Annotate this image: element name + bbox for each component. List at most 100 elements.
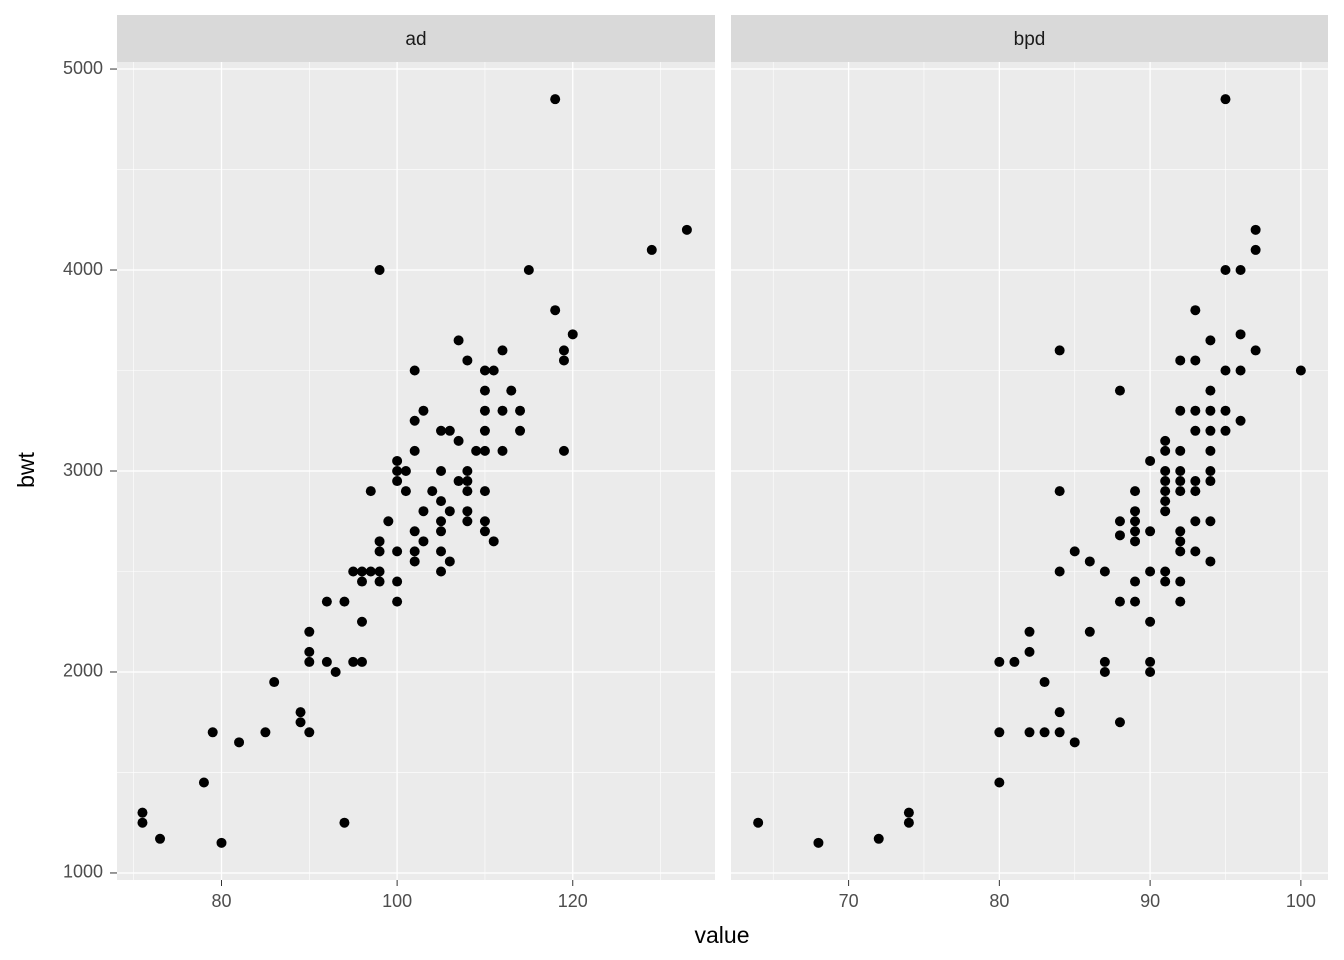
- y-tick-label: 5000: [63, 58, 103, 78]
- point: [392, 466, 403, 476]
- point: [1190, 355, 1201, 366]
- point: [1160, 566, 1171, 577]
- point: [646, 244, 657, 255]
- point: [1069, 546, 1080, 557]
- point: [462, 476, 473, 487]
- point: [1054, 707, 1065, 718]
- point: [269, 677, 280, 688]
- point: [409, 556, 420, 567]
- point: [155, 833, 166, 844]
- point: [392, 576, 403, 587]
- point: [488, 365, 499, 376]
- point: [1220, 425, 1231, 436]
- point: [1220, 365, 1231, 376]
- point: [558, 445, 569, 456]
- point: [444, 556, 455, 567]
- point: [137, 807, 148, 818]
- point: [1220, 405, 1231, 416]
- x-axis-title: value: [695, 922, 750, 948]
- point: [1205, 405, 1216, 416]
- y-tick-label: 3000: [63, 460, 103, 480]
- point: [330, 666, 341, 677]
- point: [392, 455, 403, 466]
- point: [1235, 415, 1246, 426]
- point: [321, 596, 332, 607]
- point: [462, 506, 473, 517]
- point: [444, 506, 455, 517]
- point: [374, 576, 385, 587]
- point: [356, 566, 367, 577]
- point: [1175, 476, 1186, 487]
- point: [1145, 616, 1156, 627]
- point: [1054, 566, 1065, 577]
- point: [1084, 556, 1095, 567]
- point: [207, 727, 218, 738]
- x-tick-label: 100: [1286, 891, 1316, 911]
- point: [462, 466, 473, 476]
- point: [488, 536, 499, 547]
- point: [1175, 536, 1186, 547]
- point: [1160, 435, 1171, 446]
- point: [506, 385, 517, 396]
- point: [1024, 626, 1035, 637]
- point: [374, 546, 385, 557]
- point: [1130, 536, 1141, 547]
- point: [1145, 455, 1156, 466]
- point: [1175, 445, 1186, 456]
- point: [994, 727, 1005, 738]
- point: [409, 365, 420, 376]
- point: [1175, 576, 1186, 587]
- point: [400, 486, 411, 497]
- point: [418, 536, 429, 547]
- point: [392, 476, 403, 487]
- y-tick-label: 1000: [63, 862, 103, 882]
- point: [1220, 94, 1231, 105]
- point: [198, 777, 209, 788]
- point: [304, 646, 315, 657]
- point: [1099, 666, 1110, 677]
- point: [462, 355, 473, 366]
- point: [295, 717, 306, 728]
- point: [471, 445, 482, 456]
- point: [462, 516, 473, 527]
- point: [1175, 486, 1186, 497]
- point: [550, 305, 561, 316]
- point: [392, 546, 403, 557]
- point: [479, 365, 490, 376]
- point: [321, 656, 332, 667]
- point: [497, 405, 508, 416]
- point: [1160, 576, 1171, 587]
- point: [479, 516, 490, 527]
- point: [1160, 506, 1171, 517]
- point: [567, 329, 578, 340]
- point: [1235, 265, 1246, 276]
- y-tick-label: 4000: [63, 259, 103, 279]
- point: [903, 807, 914, 818]
- point: [392, 596, 403, 607]
- point: [813, 837, 824, 848]
- point: [137, 817, 148, 828]
- point: [1160, 486, 1171, 497]
- point: [1250, 244, 1261, 255]
- point: [453, 435, 464, 446]
- point: [295, 707, 306, 718]
- point: [1190, 405, 1201, 416]
- point: [515, 405, 526, 416]
- point: [479, 385, 490, 396]
- point: [1054, 727, 1065, 738]
- point: [753, 817, 764, 828]
- strip-label: ad: [405, 29, 426, 50]
- point: [216, 837, 227, 848]
- point: [356, 656, 367, 667]
- point: [1130, 596, 1141, 607]
- point: [1145, 566, 1156, 577]
- point: [1190, 305, 1201, 316]
- point: [400, 466, 411, 476]
- point: [1175, 596, 1186, 607]
- point: [1175, 466, 1186, 476]
- point: [1205, 335, 1216, 346]
- point: [1235, 365, 1246, 376]
- point: [1039, 677, 1050, 688]
- point: [1009, 656, 1020, 667]
- point: [479, 526, 490, 537]
